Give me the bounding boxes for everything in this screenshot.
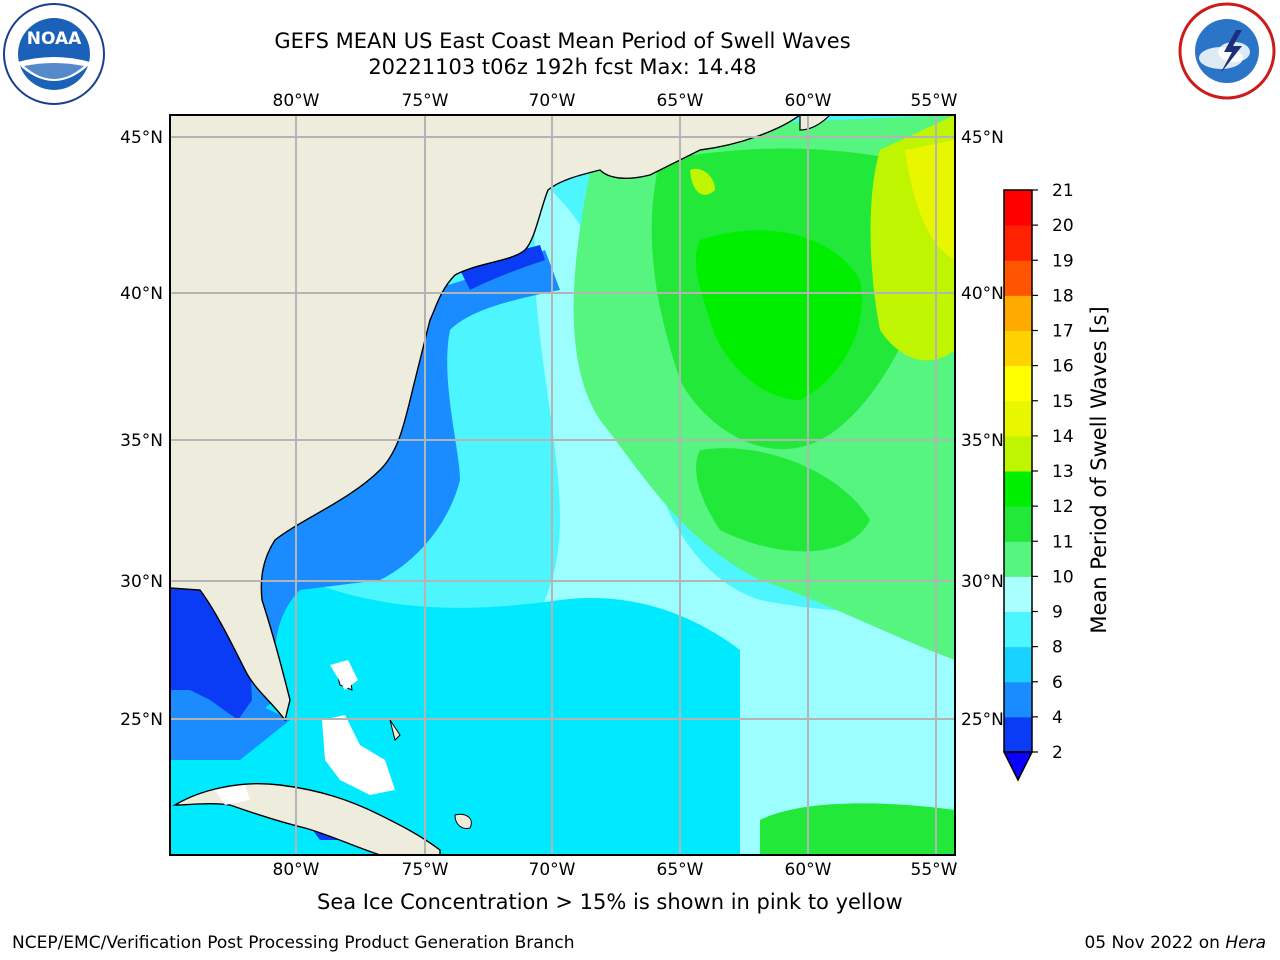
coast-band-2-4 [460, 245, 545, 290]
lon-label-top: 65°W [657, 91, 704, 111]
colorbar-segment [1004, 716, 1032, 753]
lat-label-right: 25°N [961, 710, 1004, 730]
map-graticule [170, 115, 955, 855]
lon-labels-top: 80°W 75°W 70°W 65°W 60°W 55°W [273, 91, 958, 111]
colorbar-tick-label: 15 [1052, 392, 1074, 412]
lon-labels-bottom: 80°W 75°W 70°W 65°W 60°W 55°W [273, 860, 958, 880]
colorbar-tick-label: 13 [1052, 462, 1074, 482]
lon-label-top: 60°W [785, 91, 832, 111]
footer-host: Hera [1225, 933, 1266, 953]
colorbar-tick-label: 8 [1052, 638, 1063, 658]
gulf-band-2-4 [170, 585, 252, 720]
lat-label-left: 45°N [120, 128, 163, 148]
footer-left: NCEP/EMC/Verification Post Processing Pr… [12, 933, 575, 953]
plot-subtitle: 20221103 t06z 192h fcst Max: 14.48 [368, 55, 757, 79]
colorbar-segment [1004, 365, 1032, 402]
bahama-bank-shallow [322, 715, 395, 795]
colorbar-tick-label: 19 [1052, 251, 1074, 271]
colorbar-tick-label: 17 [1052, 322, 1074, 342]
lat-label-right: 45°N [961, 128, 1004, 148]
colorbar-segment [1004, 435, 1032, 472]
colorbar-tick-label: 14 [1052, 427, 1074, 447]
colorbar-segment [1004, 260, 1032, 296]
lon-label-bottom: 75°W [402, 860, 449, 880]
colorbar-tick-label: 21 [1052, 181, 1074, 201]
lon-label-top: 70°W [529, 91, 576, 111]
little-bahama-bank [330, 660, 358, 690]
colorbar-tick-label: 11 [1052, 532, 1074, 552]
swell-band-4-6 [250, 250, 560, 720]
swell-band-10-11-south [696, 448, 870, 552]
lon-label-bottom: 65°W [657, 860, 704, 880]
colorbar-segment [1004, 330, 1032, 367]
colorbar-segment [1004, 681, 1032, 718]
lat-label-left: 40°N [120, 284, 163, 304]
footer-date: 05 Nov 2022 on [1084, 933, 1226, 953]
swell-spot-12 [690, 168, 715, 195]
colorbar-tick-label: 12 [1052, 497, 1074, 517]
lat-labels-right: 45°N 40°N 35°N 30°N 25°N [961, 128, 1004, 730]
colorbar: 21 20 19 18 17 16 15 14 13 12 11 10 9 8 6 4 2 [1002, 181, 1074, 782]
colorbar-tick-label: 18 [1052, 286, 1074, 306]
plot-title: GEFS MEAN US East Coast Mean Period of S… [274, 29, 851, 53]
swell-band-11-12 [695, 230, 862, 400]
colorbar-segment [1004, 646, 1032, 683]
lat-label-right: 35°N [961, 431, 1004, 451]
colorbar-segment [1004, 400, 1032, 437]
colorbar-segment [1004, 471, 1032, 507]
colorbar-tick-label: 2 [1052, 743, 1063, 763]
colorbar-segment [1004, 190, 1032, 226]
lon-label-bottom: 70°W [529, 860, 576, 880]
colorbar-extend-arrow [1002, 751, 1034, 782]
colorbar-segment [1004, 611, 1032, 648]
lat-label-left: 25°N [120, 710, 163, 730]
colorbar-segment [1004, 576, 1032, 612]
lon-label-top: 75°W [402, 91, 449, 111]
swell-band-14-15 [905, 140, 955, 260]
colorbar-label: Mean Period of Swell Waves [s] [1087, 306, 1111, 633]
swell-band-10-11-far-south [760, 803, 955, 855]
colorbar-tick-label: 9 [1052, 603, 1063, 623]
swell-band-6-8 [170, 560, 740, 855]
colorbar-tick-label: 10 [1052, 567, 1074, 587]
lon-label-bottom: 60°W [785, 860, 832, 880]
map-area [170, 115, 955, 855]
cuba-shallow [215, 785, 250, 805]
colorbar-tick-label: 6 [1052, 673, 1063, 693]
colorbar-segment [1004, 506, 1032, 542]
noaa-logo: NOAA [2, 2, 106, 106]
lat-label-right: 30°N [961, 572, 1004, 592]
map-frame [169, 114, 956, 856]
colorbar-tick-label: 16 [1052, 357, 1074, 377]
lat-label-left: 35°N [120, 431, 163, 451]
colorbar-segment [1004, 295, 1032, 331]
colorbar-tick-label: 20 [1052, 216, 1074, 236]
lat-label-right: 40°N [961, 284, 1004, 304]
lon-label-bottom: 80°W [273, 860, 320, 880]
lat-label-left: 30°N [120, 572, 163, 592]
land-north-america [170, 115, 802, 722]
lat-labels-left: 45°N 40°N 35°N 30°N 25°N [120, 128, 163, 730]
land-bahamas-3 [454, 813, 472, 829]
colorbar-segment [1004, 541, 1032, 577]
colorbar-segment [1004, 225, 1032, 261]
lon-label-bottom: 55°W [911, 860, 958, 880]
noaa-logo-text: NOAA [27, 29, 82, 49]
sea-ice-caption: Sea Ice Concentration > 15% is shown in … [317, 890, 903, 914]
footer-right: 05 Nov 2022 on Hera [1084, 933, 1266, 953]
lon-label-top: 55°W [911, 91, 958, 111]
colorbar-tick-label: 4 [1052, 708, 1063, 728]
lon-label-top: 80°W [273, 91, 320, 111]
nws-logo [1176, 2, 1278, 100]
land-bahamas-2 [389, 719, 401, 741]
